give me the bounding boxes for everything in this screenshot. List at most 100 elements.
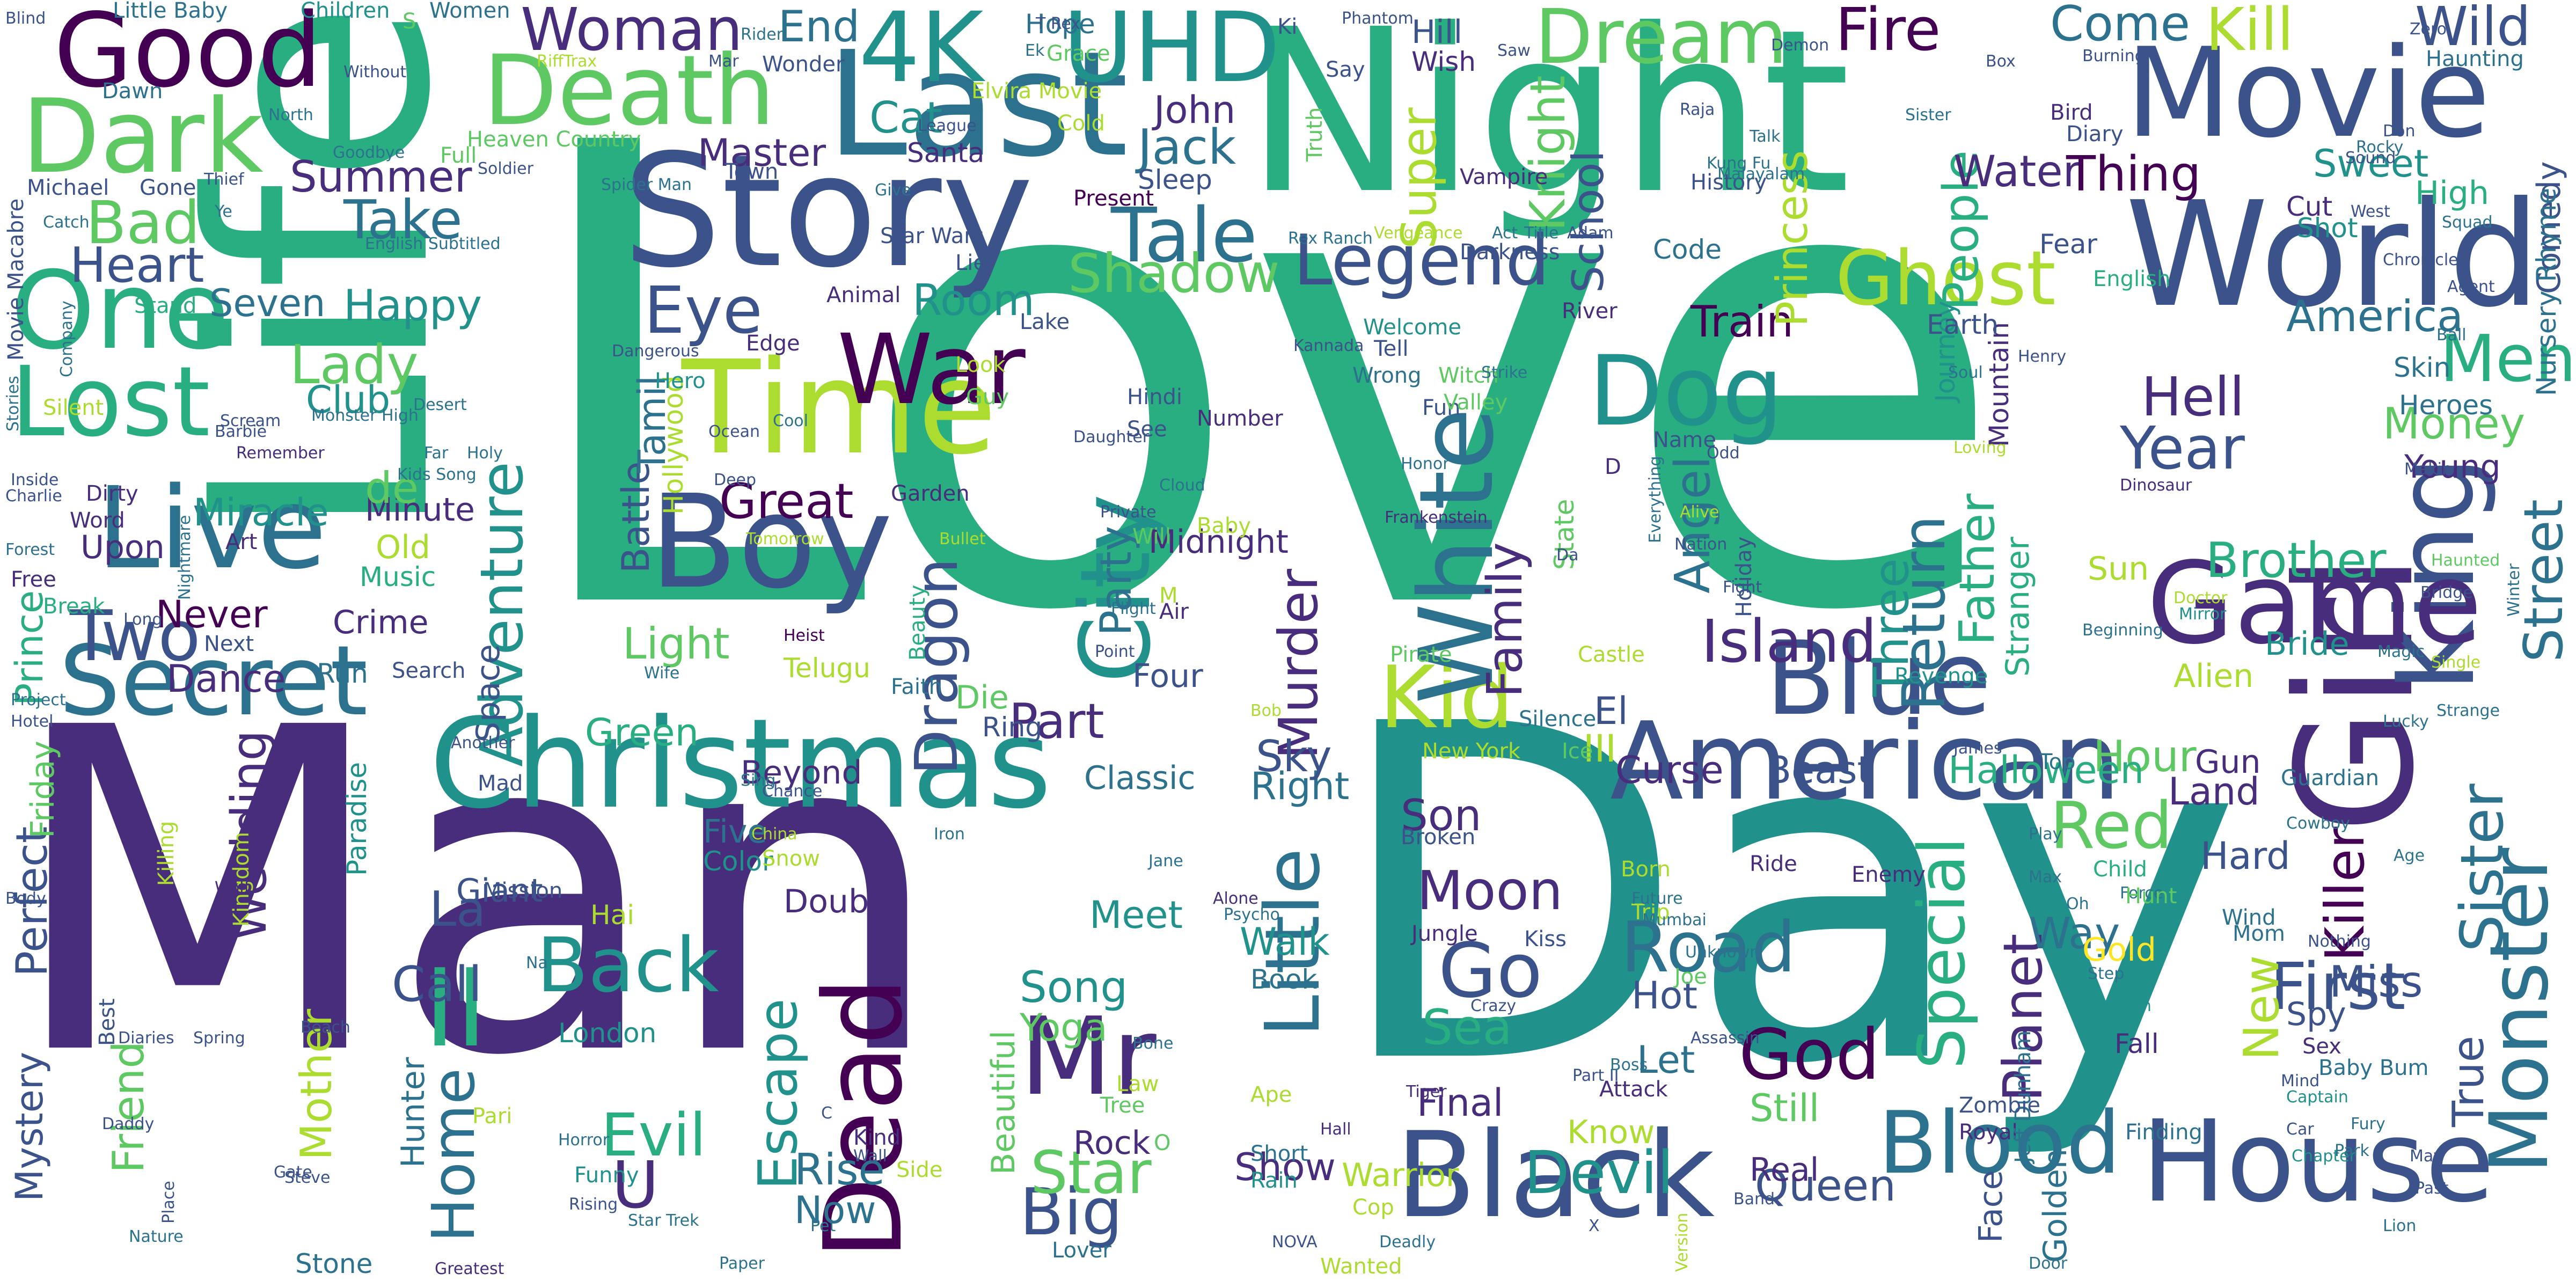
word-mirror: Mirror [2179,605,2227,624]
word-west: West [2351,202,2390,221]
word-raja: Raja [1680,100,1715,119]
word-phantom: Phantom [1342,9,1414,28]
word-double: Double [784,883,898,920]
word-father: Father [1949,493,2006,646]
word-captain: Captain [2286,1088,2348,1107]
word-snow: Snow [762,846,820,871]
word-day: Day [1331,627,2243,1165]
word-lover: Lover [1052,1238,1111,1263]
word-world: World [2125,170,2541,339]
word-friend: Friend [104,1041,153,1173]
word-zero: Zero [2410,20,2447,39]
word-china: China [751,825,797,844]
word-joe: Joe [1674,964,1707,989]
word-night: Night [1245,0,1851,244]
word-deep: Deep [714,471,757,489]
word-animal: Animal [826,283,901,308]
word-best: Best [95,998,120,1046]
word-moon: Moon [1417,859,1563,922]
word-gold: Gold [2082,931,2156,969]
word-jungle: Jungle [1411,921,1478,946]
word-wish: Wish [1411,46,1476,77]
word-zombie: Zombie [1959,1093,2040,1118]
word-street: Street [2512,499,2575,662]
word-black: Black [1395,1107,1715,1244]
word-five: Five [703,813,767,851]
word-great: Great [719,473,854,530]
word-gate: Gate [274,1163,312,1182]
word-iii: III [1583,727,1616,771]
word-fun: Fun [1422,396,1461,420]
word-true: True [2443,1036,2493,1127]
word-happy: Happy [343,281,482,331]
word-ring: Ring [982,712,1043,743]
word-history: History [1690,170,1767,195]
word-two: Two [70,595,201,677]
word-heroes: Heroes [2399,390,2493,421]
word-holy: Holy [467,444,503,463]
word-bride: Bride [2265,625,2350,663]
word-sound: Sound [2345,149,2396,167]
word-mumbai: Mumbai [1642,911,1707,930]
word-angel: Angel [1665,456,1721,594]
word-cop: Cop [1352,1195,1394,1220]
word-hope: Hope [1025,9,1095,40]
word-scream: Scream [220,412,281,430]
word-little-baby: Little Baby [113,0,228,23]
word-da: Da [1556,546,1579,565]
word-love: Love [515,12,2009,749]
word-earth: Earth [1927,309,1999,340]
word-see: See [1127,417,1167,442]
word-book: Book [1250,964,1318,995]
word-revenge: Revenge [1894,664,1988,689]
word-hero: Hero [655,369,706,393]
word-color: Color [703,846,773,877]
word-valley: Valley [1444,390,1508,415]
word-queen: Queen [1755,1161,1896,1211]
word-malayalam: Malayalam [1717,165,1805,184]
word-back: Back [537,922,719,1009]
word-sea: Sea [1422,999,1512,1056]
word-hunt: Hunt [2125,884,2177,909]
word-story: Story [623,121,1034,302]
word-t-rex: T Rex [1036,14,1081,33]
word-say: Say [1326,57,1365,82]
word-code: Code [1653,234,1722,265]
word-english: English [2093,267,2171,291]
word-boy: Boy [649,467,893,617]
word-sleep: Sleep [1138,164,1212,195]
word-oh: Oh [2066,895,2089,913]
word-baby: Baby [1197,514,1252,538]
word-mission: Mission [483,879,563,903]
word-darkness: Darkness [1460,240,1560,265]
word-iron: Iron [934,825,965,844]
word-let: Let [1637,1038,1695,1082]
word-haunted: Haunted [2431,551,2500,570]
word-next: Next [204,632,254,656]
word-far: Far [424,444,449,463]
word-spring: Spring [193,1029,245,1048]
word-ride: Ride [1750,852,1797,876]
word-will: Will [1132,524,1172,549]
word-friday: Friday [24,741,62,838]
word-hell: Hell [2141,365,2245,428]
word-rain: Rain [1250,1168,1298,1193]
word-chronicle: Chronicle [2383,251,2458,269]
word-frankenstein: Frankenstein [1385,508,1488,527]
word-upon: Upon [80,529,165,566]
word-part-ii: Part II [1572,1066,1619,1085]
word-paper: Paper [719,1254,765,1273]
word-man: Man [5,634,945,1153]
word-sweet: Sweet [2313,142,2429,186]
word-forest: Forest [5,540,55,559]
word-elvira-movie: Elvira Movie [971,79,1102,104]
word-doctor: Doctor [2174,589,2228,608]
word-cut: Cut [2286,191,2333,222]
word-legend: Legend [1293,219,1550,301]
word-never: Never [156,592,268,636]
word-bad: Bad [86,188,200,257]
word-blue: Blue [1766,619,1992,738]
word-murder: Murder [1267,568,1330,759]
word-james: James [1953,739,2002,758]
word-nightmare: Nightmare [175,515,194,600]
